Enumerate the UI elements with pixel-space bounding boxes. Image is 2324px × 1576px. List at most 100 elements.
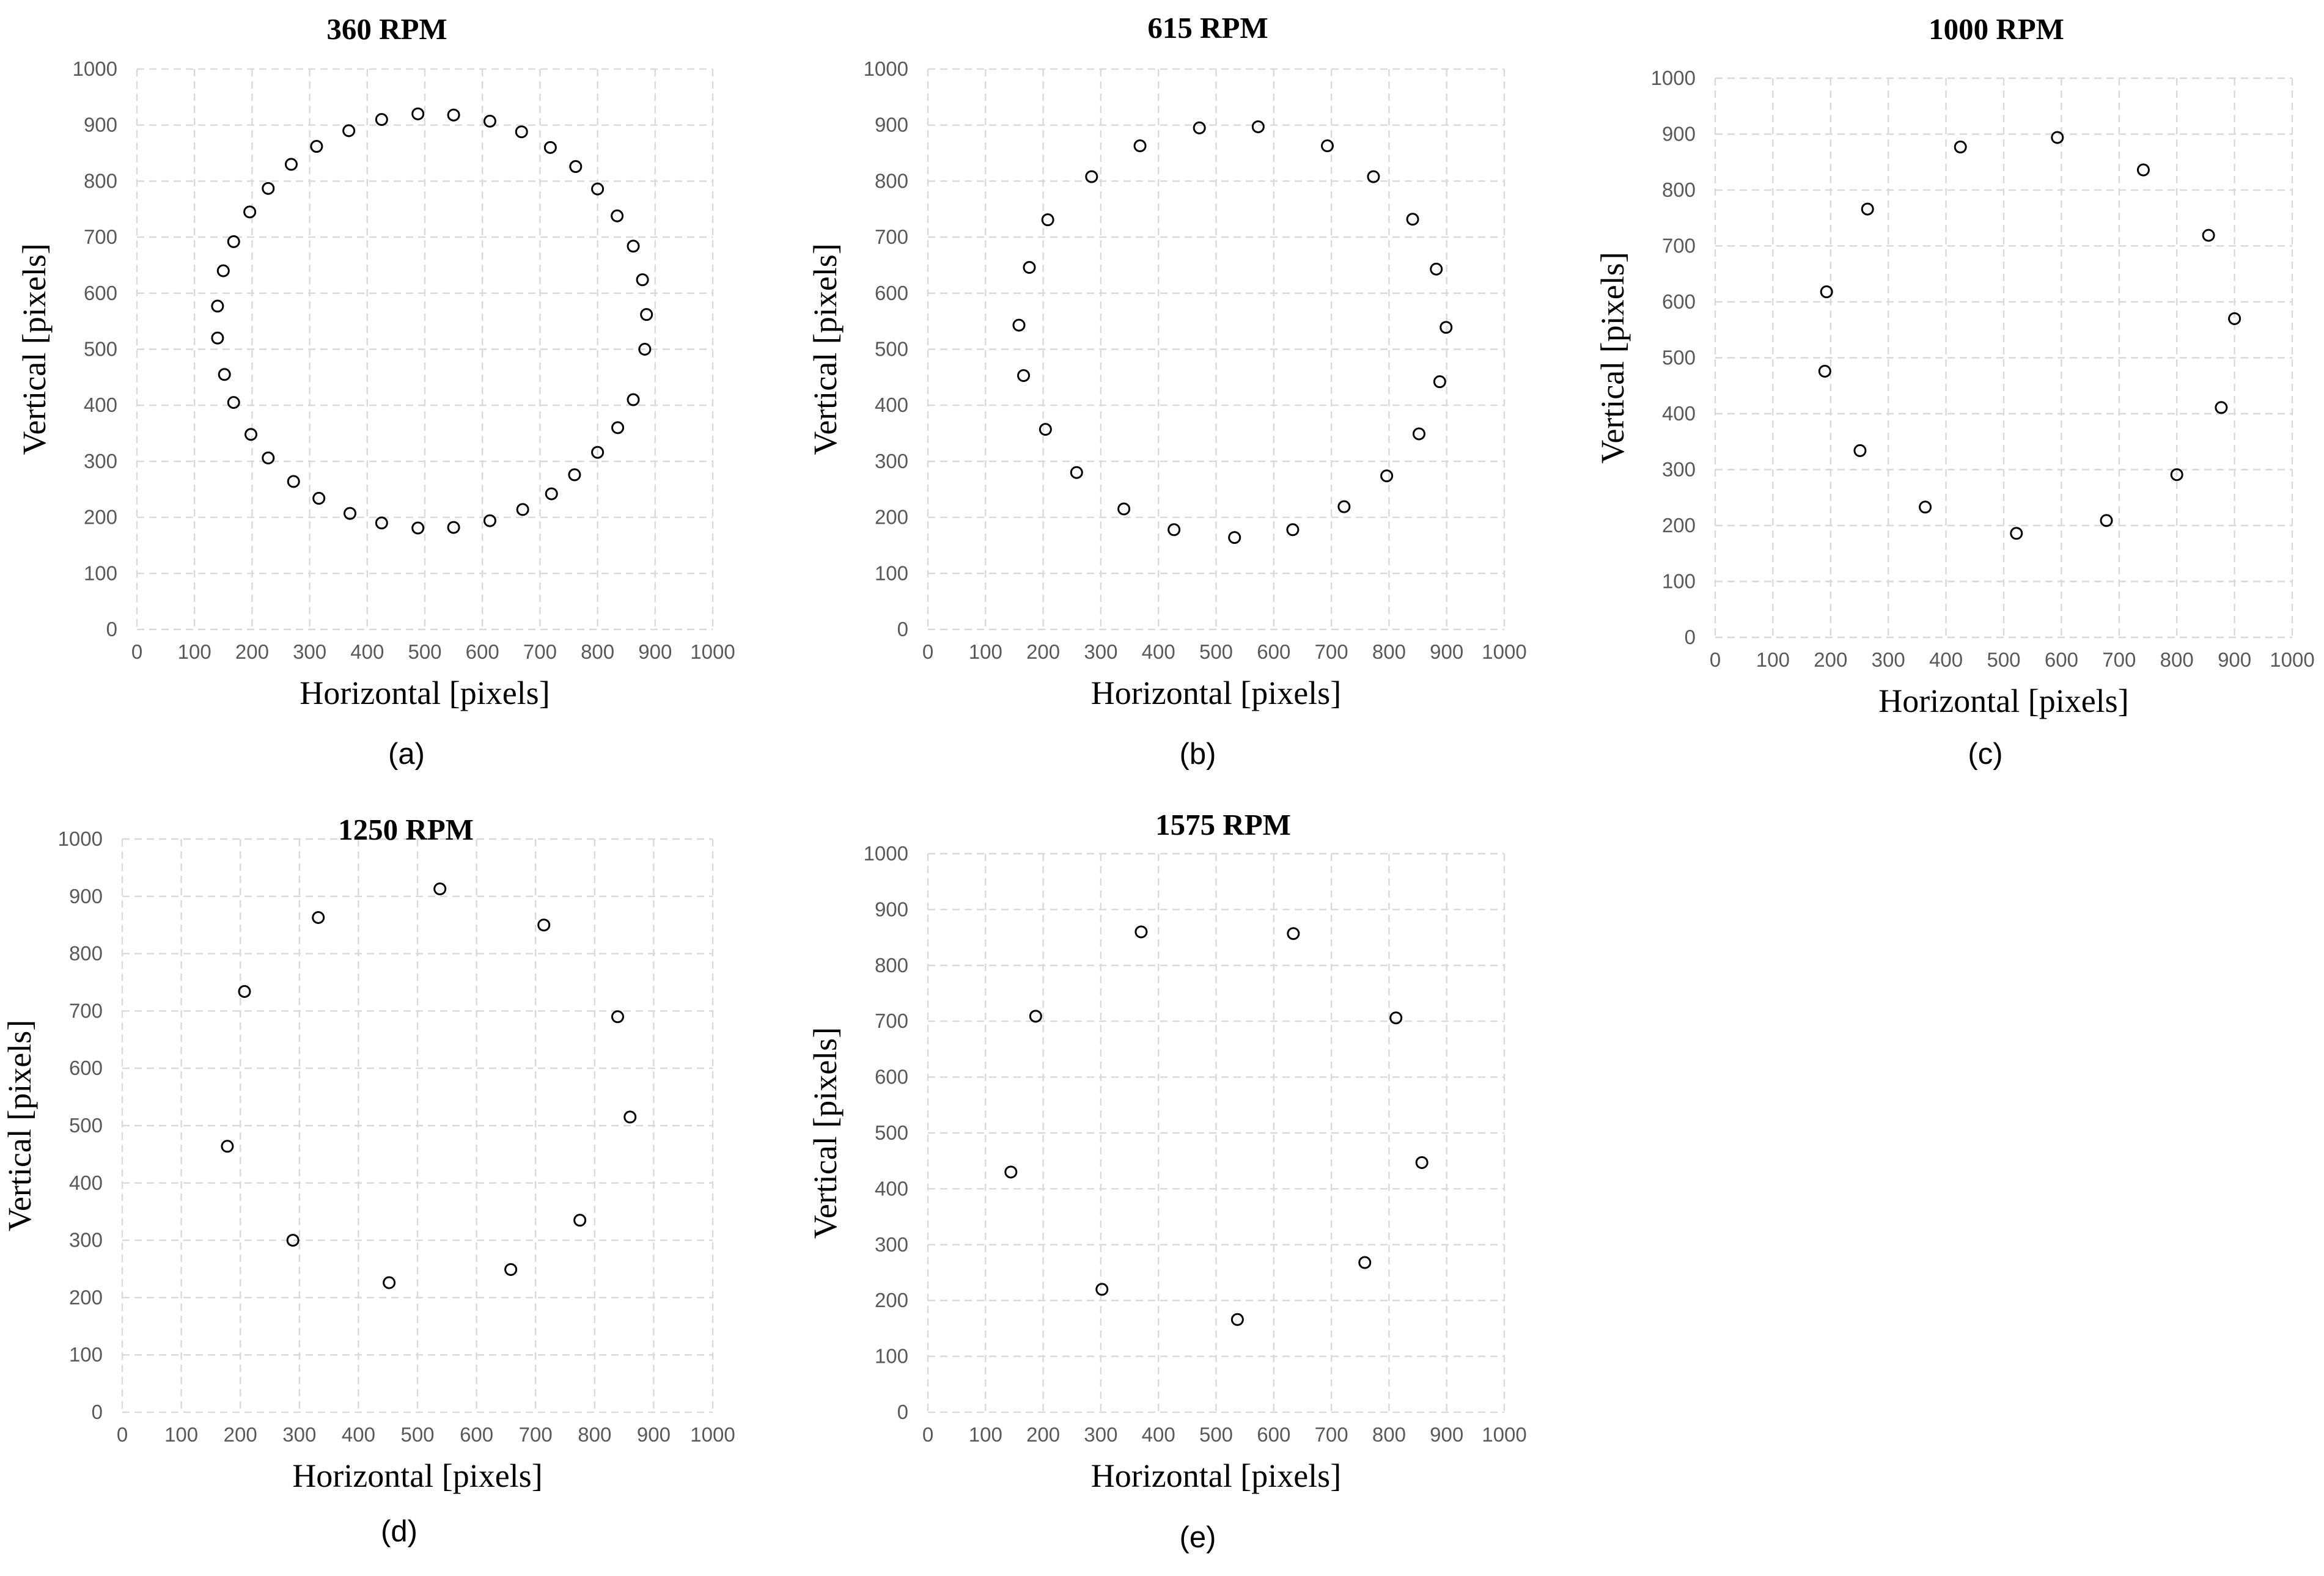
data-point (411, 107, 425, 120)
y-tick-label: 200 (1662, 514, 1696, 537)
x-tick-label: 800 (2160, 648, 2194, 671)
panel-label: (c) (1968, 738, 2002, 771)
data-point (1017, 369, 1031, 383)
y-tick-label: 200 (84, 506, 117, 529)
y-tick-label: 500 (1662, 346, 1696, 369)
data-point (1251, 120, 1265, 133)
x-tick-label: 700 (1315, 640, 1348, 663)
data-point (1919, 500, 1932, 514)
x-tick-label: 800 (578, 1423, 611, 1446)
data-point (1320, 139, 1334, 153)
data-point (1380, 469, 1394, 483)
x-tick-label: 100 (178, 640, 211, 663)
x-axis-label: Horizontal [pixels] (1878, 683, 2128, 719)
x-tick-label: 0 (1710, 648, 1721, 671)
y-tick-label: 1000 (73, 57, 117, 80)
x-tick-label: 0 (117, 1423, 128, 1446)
x-tick-label: 700 (519, 1423, 553, 1446)
y-tick-label: 700 (1662, 235, 1696, 257)
y-tick-label: 400 (84, 394, 117, 416)
data-point (383, 1276, 396, 1289)
data-point (2228, 312, 2241, 325)
x-tick-label: 600 (2045, 648, 2078, 671)
x-tick-label: 200 (235, 640, 269, 663)
y-tick-label: 0 (897, 1401, 908, 1423)
data-point (1861, 202, 1874, 216)
data-point (1286, 523, 1300, 537)
y-tick-label: 300 (84, 450, 117, 472)
data-point (286, 1234, 300, 1247)
data-point (312, 491, 326, 505)
data-point (2051, 131, 2064, 144)
x-tick-label: 300 (1084, 640, 1117, 663)
chart-panel-4: 0 100 200 300 400 500 600 700 800 900 1000 0 100 200 3… (1, 813, 735, 1548)
data-point (1440, 321, 1453, 334)
y-tick-label: 0 (1685, 626, 1696, 648)
chart-panel-2: 0 100 200 300 400 500 600 700 800 900 1000 0 100 200 3… (807, 11, 1527, 771)
data-point (1134, 925, 1148, 939)
data-point (543, 141, 557, 154)
y-tick-label: 200 (69, 1286, 103, 1308)
x-tick-label: 900 (637, 1423, 671, 1446)
data-point (627, 393, 640, 406)
y-tick-label: 600 (69, 1057, 103, 1079)
data-point (568, 468, 581, 482)
data-point (2202, 229, 2215, 242)
y-tick-label: 1000 (864, 842, 908, 865)
data-point (1095, 1283, 1109, 1296)
chart-panel-1: 0 100 200 300 400 500 600 700 800 900 1000 0 100 200 3… (16, 12, 735, 771)
y-tick-label: 100 (875, 1345, 908, 1368)
y-tick-label: 900 (84, 114, 117, 136)
data-point (375, 113, 388, 126)
data-point (516, 503, 529, 516)
x-tick-label: 900 (1430, 1423, 1463, 1446)
data-point (375, 516, 388, 530)
y-tick-label: 600 (875, 282, 908, 304)
y-tick-label: 500 (875, 338, 908, 361)
data-point (2136, 163, 2150, 177)
x-tick-label: 200 (224, 1423, 257, 1446)
data-point (1818, 364, 1831, 378)
data-point (591, 182, 605, 196)
x-tick-label: 900 (638, 640, 672, 663)
x-tick-label: 500 (1199, 1423, 1233, 1446)
chart-title: 1250 RPM (338, 813, 474, 846)
x-tick-label: 600 (1257, 1423, 1290, 1446)
x-tick-label: 100 (164, 1423, 198, 1446)
data-point (1168, 523, 1181, 537)
data-point (1004, 1165, 1018, 1179)
x-tick-label: 900 (2218, 648, 2251, 671)
data-point (2170, 468, 2183, 482)
y-tick-label: 900 (875, 114, 908, 136)
y-tick-label: 1000 (864, 57, 908, 80)
data-point (1358, 1256, 1372, 1269)
data-point (227, 396, 240, 409)
data-point (1954, 141, 1967, 154)
x-tick-label: 300 (282, 1423, 316, 1446)
x-tick-label: 800 (1372, 640, 1406, 663)
data-point (1412, 427, 1425, 441)
y-tick-label: 400 (875, 394, 908, 416)
x-tick-label: 400 (342, 1423, 375, 1446)
data-point (312, 911, 325, 925)
data-point (1041, 213, 1054, 227)
y-axis-label: Vertical [pixels] (807, 1027, 844, 1239)
y-tick-label: 100 (875, 562, 908, 584)
data-point (1230, 1313, 1244, 1326)
data-point (1012, 318, 1026, 332)
chart-panel-3: 0 100 200 300 400 500 600 700 800 900 1000 0 100 200 3… (1594, 12, 2315, 771)
y-tick-label: 700 (84, 225, 117, 248)
y-tick-label: 900 (875, 898, 908, 920)
y-tick-label: 0 (92, 1401, 103, 1423)
y-tick-label: 300 (69, 1229, 103, 1252)
x-tick-label: 200 (1026, 640, 1060, 663)
data-point (227, 235, 240, 248)
x-tick-label: 800 (581, 640, 614, 663)
data-point (623, 1110, 637, 1124)
data-point (573, 1214, 587, 1227)
x-tick-label: 200 (1814, 648, 1847, 671)
x-tick-label: 1000 (690, 1423, 735, 1446)
y-tick-label: 800 (1662, 178, 1696, 201)
data-point (2215, 401, 2228, 414)
y-tick-label: 500 (69, 1114, 103, 1137)
